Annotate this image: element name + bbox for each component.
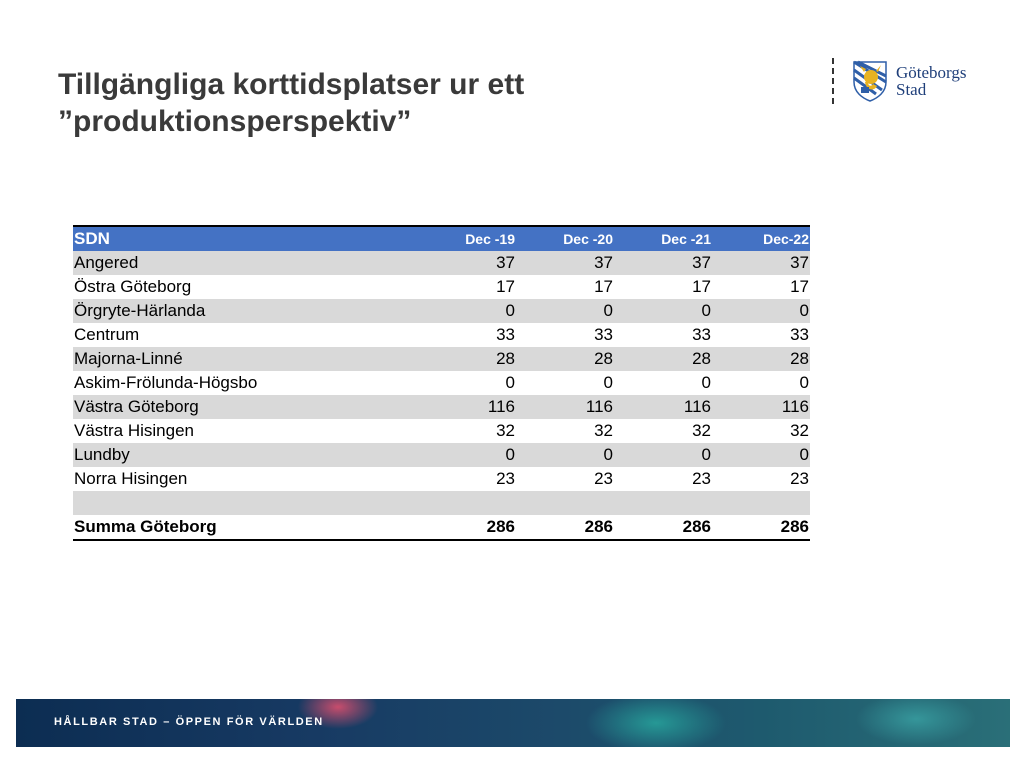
table-total-row: Summa Göteborg 286 286 286 286: [73, 515, 810, 540]
row-value: 33: [496, 325, 515, 344]
row-value-empty: [516, 491, 614, 515]
row-value: 116: [683, 397, 711, 416]
row-value: 33: [790, 325, 809, 344]
footer-tagline: HÅLLBAR STAD – ÖPPEN FÖR VÄRLDEN: [54, 716, 324, 728]
row-name: Östra Göteborg: [74, 277, 192, 296]
row-name-empty: [73, 491, 418, 515]
row-value: 33: [692, 325, 711, 344]
row-value: 17: [594, 277, 613, 296]
row-value: 37: [692, 253, 711, 272]
row-value: 0: [505, 301, 515, 320]
row-value: 116: [585, 397, 613, 416]
row-value: 0: [799, 301, 809, 320]
row-value: 17: [790, 277, 809, 296]
footer-banner: HÅLLBAR STAD – ÖPPEN FÖR VÄRLDEN: [16, 699, 1010, 747]
row-value-empty: [418, 491, 516, 515]
row-value: 0: [701, 373, 711, 392]
total-name: Summa Göteborg: [74, 517, 217, 536]
row-value: 0: [603, 445, 613, 464]
row-name: Örgryte-Härlanda: [74, 301, 206, 320]
table-row: Norra Hisingen 23 23 23 23: [73, 467, 810, 491]
logo-text-line-2: Stad: [896, 80, 927, 99]
city-crest-icon: [853, 60, 887, 102]
row-value: 116: [781, 397, 809, 416]
header-dec-20: Dec -20: [563, 231, 613, 247]
row-value: 0: [603, 301, 613, 320]
total-value: 286: [584, 517, 613, 536]
row-value: 33: [594, 325, 613, 344]
table-row-empty: [73, 491, 810, 515]
header-sdn: SDN: [74, 229, 110, 248]
row-value: 37: [496, 253, 515, 272]
row-name: Västra Hisingen: [74, 421, 195, 440]
table-row: Västra Göteborg 116 116 116 116: [73, 395, 810, 419]
row-value: 32: [692, 421, 711, 440]
table-row: Östra Göteborg 17 17 17 17: [73, 275, 810, 299]
table-row: Askim-Frölunda-Högsbo 0 0 0 0: [73, 371, 810, 395]
table-row: Örgryte-Härlanda 0 0 0 0: [73, 299, 810, 323]
row-value: 0: [701, 445, 711, 464]
row-name: Norra Hisingen: [74, 469, 188, 488]
row-value: 23: [692, 469, 711, 488]
title-line-2: ”produktionsperspektiv”: [58, 105, 412, 138]
table-header-row: SDN Dec -19 Dec -20 Dec -21 Dec-22: [73, 226, 810, 251]
row-name: Majorna-Linné: [74, 349, 183, 368]
logo-text-line-1: Göteborgs: [896, 63, 967, 82]
korttidsplatser-table: SDN Dec -19 Dec -20 Dec -21 Dec-22 Anger…: [73, 225, 810, 541]
header-dec-21: Dec -21: [661, 231, 711, 247]
row-value: 17: [692, 277, 711, 296]
row-name: Askim-Frölunda-Högsbo: [74, 373, 258, 392]
table-row: Västra Hisingen 32 32 32 32: [73, 419, 810, 443]
row-value: 0: [799, 373, 809, 392]
page-title: Tillgängliga korttidsplatser ur ett ”pro…: [58, 66, 698, 140]
header-dec-22: Dec-22: [763, 231, 809, 247]
table-row: Centrum 33 33 33 33: [73, 323, 810, 347]
row-value: 0: [505, 445, 515, 464]
row-value: 0: [505, 373, 515, 392]
total-value: 286: [486, 517, 515, 536]
row-value: 37: [790, 253, 809, 272]
row-value: 32: [496, 421, 515, 440]
row-value: 28: [790, 349, 809, 368]
row-value: 23: [790, 469, 809, 488]
row-name: Västra Göteborg: [74, 397, 199, 416]
table-row: Angered 37 37 37 37: [73, 251, 810, 275]
row-value: 28: [692, 349, 711, 368]
row-value: 37: [594, 253, 613, 272]
row-value: 23: [496, 469, 515, 488]
row-value: 0: [799, 445, 809, 464]
row-name: Lundby: [74, 445, 130, 464]
row-value: 23: [594, 469, 613, 488]
row-value-empty: [712, 491, 810, 515]
row-value: 0: [701, 301, 711, 320]
total-value: 286: [682, 517, 711, 536]
row-value: 28: [594, 349, 613, 368]
table-row: Lundby 0 0 0 0: [73, 443, 810, 467]
row-value: 17: [496, 277, 515, 296]
row-value: 116: [487, 397, 515, 416]
header-dec-19: Dec -19: [465, 231, 515, 247]
row-name: Centrum: [74, 325, 140, 344]
table-row: Majorna-Linné 28 28 28 28: [73, 347, 810, 371]
logo-divider: [832, 58, 834, 104]
row-value: 32: [790, 421, 809, 440]
row-value: 28: [496, 349, 515, 368]
row-value: 0: [603, 373, 613, 392]
row-value: 32: [594, 421, 613, 440]
row-value-empty: [614, 491, 712, 515]
row-name: Angered: [74, 253, 139, 272]
total-value: 286: [780, 517, 809, 536]
goteborgs-stad-logo: Göteborgs Stad: [832, 58, 967, 104]
logo-text: Göteborgs Stad: [896, 64, 967, 98]
title-line-1: Tillgängliga korttidsplatser ur ett: [58, 68, 525, 101]
